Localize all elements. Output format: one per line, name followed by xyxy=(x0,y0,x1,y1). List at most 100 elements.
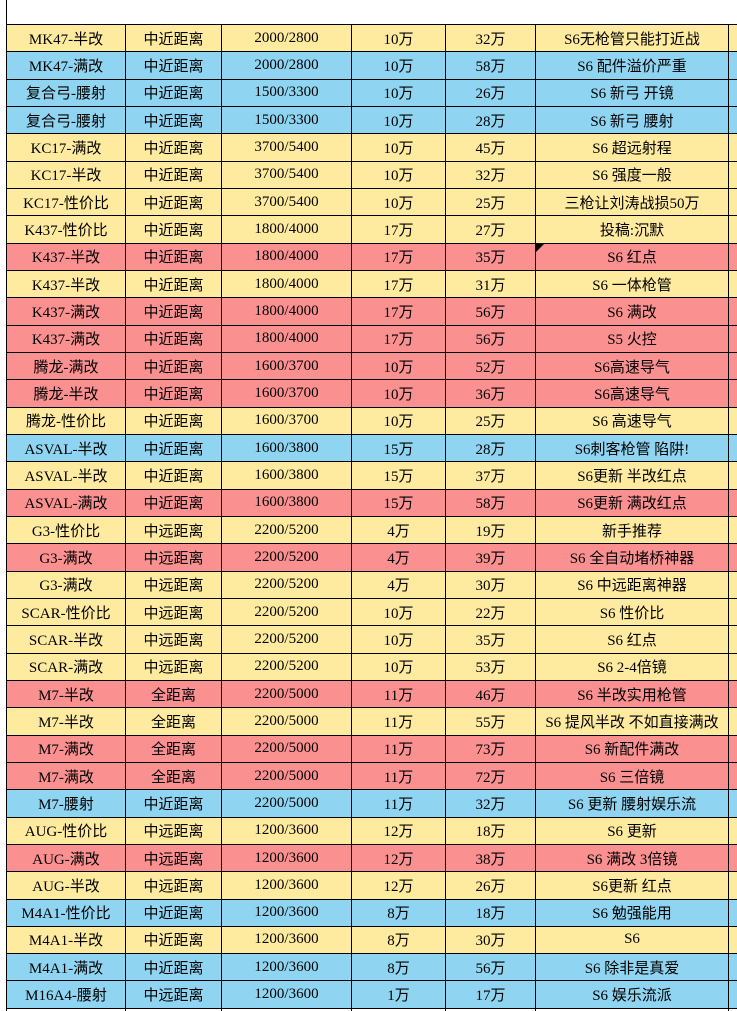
cell-stats[interactable]: 1500/3300 xyxy=(222,106,352,135)
cell-cost[interactable]: 15万 xyxy=(352,434,446,463)
cell-weapon-name[interactable]: KC17-半改 xyxy=(7,161,126,189)
cell-range[interactable]: 中近距离 xyxy=(126,790,222,818)
cell-range[interactable]: 中近距离 xyxy=(126,298,222,326)
cell-sell-price[interactable]: 30万 xyxy=(446,571,536,599)
cell-weapon-name[interactable]: ASVAL-半改 xyxy=(7,434,126,463)
cell-sell-price[interactable]: 28万 xyxy=(446,434,536,463)
cell-range[interactable]: 全距离 xyxy=(126,735,222,763)
cell-comment[interactable]: S6 提风半改 不如直接满改 xyxy=(536,708,729,736)
empty-cell[interactable] xyxy=(222,1008,352,1011)
cell-weapon-name[interactable]: K437-满改 xyxy=(7,298,126,326)
cell-comment[interactable]: S6 xyxy=(536,926,729,955)
cell-weapon-name[interactable]: ASVAL-半改 xyxy=(7,462,126,490)
cell-comment[interactable]: S6 红点 xyxy=(536,243,729,271)
cell-weapon-name[interactable]: M16A4-腰射 xyxy=(7,981,126,1009)
cell-stats[interactable]: 1600/3800 xyxy=(222,489,352,517)
cell-next-column-sliver[interactable] xyxy=(729,845,737,873)
cell-next-column-sliver[interactable] xyxy=(729,572,737,599)
cell-next-column-sliver[interactable] xyxy=(729,298,737,326)
cell-comment[interactable]: S6无枪管只能打近战 xyxy=(536,25,729,53)
cell-next-column-sliver[interactable] xyxy=(729,435,737,463)
cell-weapon-name[interactable]: 复合弓-腰射 xyxy=(7,106,126,135)
cell-next-column-sliver[interactable] xyxy=(729,900,737,927)
cell-stats[interactable]: 2200/5200 xyxy=(222,653,352,681)
cell-next-column-sliver[interactable] xyxy=(729,271,737,299)
cell-range[interactable]: 中近距离 xyxy=(126,380,222,408)
cell-cost[interactable]: 12万 xyxy=(352,817,446,845)
cell-comment[interactable]: S6 超远射程 xyxy=(536,134,729,162)
cell-cost[interactable]: 10万 xyxy=(352,626,446,654)
cell-stats[interactable]: 1600/3800 xyxy=(222,462,352,490)
cell-cost[interactable]: 4万 xyxy=(352,544,446,572)
cell-stats[interactable]: 3700/5400 xyxy=(222,161,352,189)
cell-cost[interactable]: 17万 xyxy=(352,298,446,326)
cell-next-column-sliver[interactable] xyxy=(729,763,737,791)
cell-next-column-sliver[interactable] xyxy=(729,80,737,107)
cell-range[interactable]: 中近距离 xyxy=(126,899,222,927)
cell-sell-price[interactable]: 27万 xyxy=(446,216,536,244)
cell-cost[interactable]: 17万 xyxy=(352,216,446,244)
cell-next-column-sliver[interactable] xyxy=(729,25,737,53)
cell-next-column-sliver[interactable] xyxy=(729,462,737,490)
cell-range[interactable]: 中近距离 xyxy=(126,407,222,435)
cell-comment[interactable]: S6 性价比 xyxy=(536,598,729,627)
cell-cost[interactable]: 8万 xyxy=(352,954,446,982)
cell-weapon-name[interactable]: SCAR-半改 xyxy=(7,626,126,654)
cell-cost[interactable]: 10万 xyxy=(352,407,446,435)
cell-comment[interactable]: 新手推荐 xyxy=(536,516,729,545)
cell-comment[interactable]: S6 配件溢价严重 xyxy=(536,52,729,80)
cell-weapon-name[interactable]: MK47-满改 xyxy=(7,52,126,80)
cell-next-column-sliver[interactable] xyxy=(729,326,737,353)
cell-weapon-name[interactable]: K437-半改 xyxy=(7,243,126,271)
cell-range[interactable]: 中近距离 xyxy=(126,216,222,244)
cell-next-column-sliver[interactable] xyxy=(729,872,737,900)
cell-weapon-name[interactable]: AUG-满改 xyxy=(7,844,126,873)
cell-comment[interactable]: S6 除非是真爱 xyxy=(536,954,729,982)
cell-comment[interactable]: S5 火控 xyxy=(536,325,729,353)
cell-range[interactable]: 中近距离 xyxy=(126,106,222,135)
cell-range[interactable]: 中近距离 xyxy=(126,352,222,381)
cell-sell-price[interactable]: 56万 xyxy=(446,298,536,326)
cell-next-column-sliver[interactable] xyxy=(729,353,737,381)
cell-range[interactable]: 中远距离 xyxy=(126,844,222,873)
cell-stats[interactable]: 2200/5000 xyxy=(222,680,352,709)
cell-stats[interactable]: 2200/5000 xyxy=(222,708,352,736)
cell-weapon-name[interactable]: M7-满改 xyxy=(7,762,126,791)
cell-weapon-name[interactable]: 复合弓-腰射 xyxy=(7,79,126,107)
cell-comment[interactable]: S6 更新 xyxy=(536,817,729,845)
cell-stats[interactable]: 1200/3600 xyxy=(222,981,352,1009)
cell-comment[interactable]: S6 半改实用枪管 xyxy=(536,680,729,709)
cell-weapon-name[interactable]: M7-半改 xyxy=(7,708,126,736)
cell-sell-price[interactable]: 38万 xyxy=(446,844,536,873)
empty-cell[interactable] xyxy=(536,1008,729,1011)
cell-sell-price[interactable]: 58万 xyxy=(446,489,536,517)
cell-comment[interactable]: S6更新 半改红点 xyxy=(536,462,729,490)
cell-stats[interactable]: 1200/3600 xyxy=(222,844,352,873)
cell-cost[interactable]: 10万 xyxy=(352,352,446,381)
cell-weapon-name[interactable]: M7-半改 xyxy=(7,680,126,709)
cell-weapon-name[interactable]: SCAR-满改 xyxy=(7,653,126,681)
cell-cost[interactable]: 17万 xyxy=(352,243,446,271)
empty-cell[interactable] xyxy=(729,1008,737,1011)
cell-comment[interactable]: S6 中远距离神器 xyxy=(536,571,729,599)
cell-sell-price[interactable]: 32万 xyxy=(446,161,536,189)
cell-stats[interactable]: 1800/4000 xyxy=(222,298,352,326)
cell-range[interactable]: 中近距离 xyxy=(126,52,222,80)
cell-cost[interactable]: 17万 xyxy=(352,325,446,353)
cell-sell-price[interactable]: 56万 xyxy=(446,325,536,353)
empty-cell[interactable] xyxy=(446,1008,536,1011)
cell-range[interactable]: 全距离 xyxy=(126,680,222,709)
cell-sell-price[interactable]: 25万 xyxy=(446,188,536,217)
cell-sell-price[interactable]: 58万 xyxy=(446,52,536,80)
cell-next-column-sliver[interactable] xyxy=(729,708,737,736)
cell-cost[interactable]: 1万 xyxy=(352,981,446,1009)
cell-weapon-name[interactable]: M4A1-性价比 xyxy=(7,899,126,927)
cell-next-column-sliver[interactable] xyxy=(729,380,737,408)
cell-stats[interactable]: 1800/4000 xyxy=(222,325,352,353)
cell-comment[interactable]: S6 全自动堵桥神器 xyxy=(536,544,729,572)
cell-stats[interactable]: 1200/3600 xyxy=(222,926,352,955)
cell-stats[interactable]: 1800/4000 xyxy=(222,270,352,299)
cell-next-column-sliver[interactable] xyxy=(729,818,737,845)
cell-stats[interactable]: 1600/3700 xyxy=(222,407,352,435)
cell-stats[interactable]: 2200/5000 xyxy=(222,790,352,818)
